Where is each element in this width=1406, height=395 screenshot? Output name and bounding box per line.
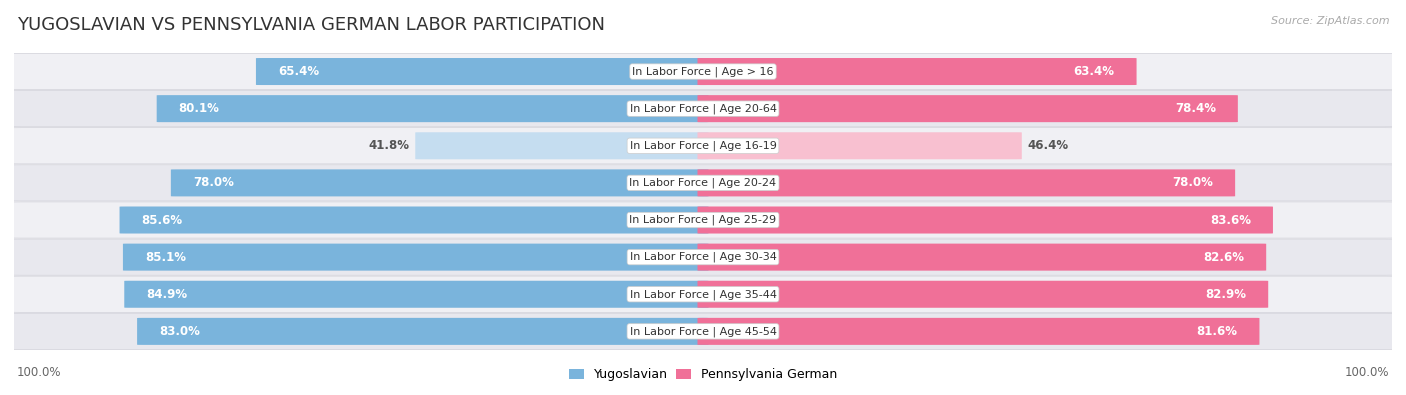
FancyBboxPatch shape (10, 313, 1396, 350)
FancyBboxPatch shape (697, 169, 1234, 196)
Text: 81.6%: 81.6% (1197, 325, 1237, 338)
Text: 83.6%: 83.6% (1211, 214, 1251, 226)
Text: 82.9%: 82.9% (1205, 288, 1246, 301)
Text: 84.9%: 84.9% (146, 288, 187, 301)
Text: 46.4%: 46.4% (1028, 139, 1069, 152)
Text: 85.6%: 85.6% (142, 214, 183, 226)
Text: Source: ZipAtlas.com: Source: ZipAtlas.com (1271, 16, 1389, 26)
Text: 83.0%: 83.0% (159, 325, 200, 338)
FancyBboxPatch shape (10, 239, 1396, 275)
FancyBboxPatch shape (122, 244, 709, 271)
Text: In Labor Force | Age 45-54: In Labor Force | Age 45-54 (630, 326, 776, 337)
Text: 80.1%: 80.1% (179, 102, 219, 115)
Text: In Labor Force | Age 16-19: In Labor Force | Age 16-19 (630, 141, 776, 151)
FancyBboxPatch shape (10, 276, 1396, 312)
FancyBboxPatch shape (172, 169, 709, 196)
FancyBboxPatch shape (697, 318, 1260, 345)
FancyBboxPatch shape (697, 95, 1237, 122)
FancyBboxPatch shape (697, 207, 1272, 233)
FancyBboxPatch shape (138, 318, 709, 345)
Legend: Yugoslavian, Pennsylvania German: Yugoslavian, Pennsylvania German (564, 363, 842, 386)
Text: 78.4%: 78.4% (1175, 102, 1216, 115)
Text: 65.4%: 65.4% (278, 65, 319, 78)
FancyBboxPatch shape (10, 165, 1396, 201)
FancyBboxPatch shape (10, 128, 1396, 164)
Text: In Labor Force | Age > 16: In Labor Force | Age > 16 (633, 66, 773, 77)
FancyBboxPatch shape (156, 95, 709, 122)
FancyBboxPatch shape (124, 281, 709, 308)
FancyBboxPatch shape (120, 207, 709, 233)
FancyBboxPatch shape (10, 90, 1396, 127)
Text: 78.0%: 78.0% (193, 177, 233, 189)
FancyBboxPatch shape (10, 202, 1396, 238)
FancyBboxPatch shape (256, 58, 709, 85)
Text: In Labor Force | Age 35-44: In Labor Force | Age 35-44 (630, 289, 776, 299)
Text: 63.4%: 63.4% (1074, 65, 1115, 78)
Text: 85.1%: 85.1% (145, 251, 186, 263)
Text: 78.0%: 78.0% (1173, 177, 1213, 189)
Text: In Labor Force | Age 30-34: In Labor Force | Age 30-34 (630, 252, 776, 262)
FancyBboxPatch shape (415, 132, 709, 159)
Text: YUGOSLAVIAN VS PENNSYLVANIA GERMAN LABOR PARTICIPATION: YUGOSLAVIAN VS PENNSYLVANIA GERMAN LABOR… (17, 16, 605, 34)
FancyBboxPatch shape (697, 132, 1022, 159)
Text: 41.8%: 41.8% (368, 139, 409, 152)
Text: In Labor Force | Age 20-24: In Labor Force | Age 20-24 (630, 178, 776, 188)
Text: In Labor Force | Age 20-64: In Labor Force | Age 20-64 (630, 103, 776, 114)
FancyBboxPatch shape (697, 244, 1267, 271)
Text: 82.6%: 82.6% (1204, 251, 1244, 263)
FancyBboxPatch shape (697, 281, 1268, 308)
FancyBboxPatch shape (10, 53, 1396, 90)
Text: 100.0%: 100.0% (17, 366, 62, 379)
FancyBboxPatch shape (697, 58, 1136, 85)
Text: In Labor Force | Age 25-29: In Labor Force | Age 25-29 (630, 215, 776, 225)
Text: 100.0%: 100.0% (1344, 366, 1389, 379)
